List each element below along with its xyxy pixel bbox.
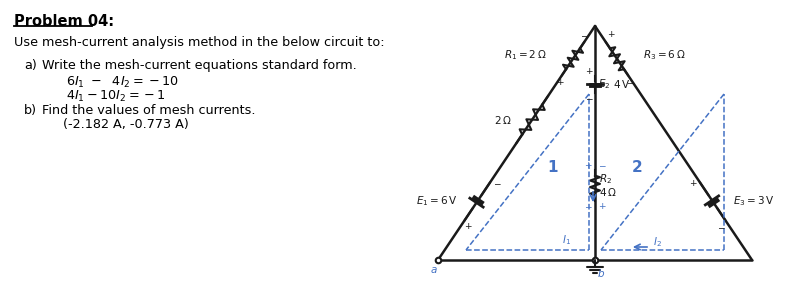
Text: $+$: $+$ xyxy=(606,30,615,39)
Text: $+$: $+$ xyxy=(584,160,592,170)
Text: $-$: $-$ xyxy=(626,78,634,87)
Text: $-$: $-$ xyxy=(598,161,606,170)
Text: $6I_1\ -\ \ 4I_2 = -10$: $6I_1\ -\ \ 4I_2 = -10$ xyxy=(66,75,179,90)
Text: $R_2$: $R_2$ xyxy=(599,173,612,187)
Text: $E_3 = 3\,\mathrm{V}$: $E_3 = 3\,\mathrm{V}$ xyxy=(733,195,775,208)
Text: b: b xyxy=(598,269,604,279)
Text: a): a) xyxy=(24,59,37,72)
Text: $4\,\Omega$: $4\,\Omega$ xyxy=(599,187,617,198)
Text: $+$: $+$ xyxy=(598,201,606,211)
Text: $-$: $-$ xyxy=(717,222,726,231)
Text: a: a xyxy=(431,265,437,275)
Text: 2: 2 xyxy=(632,161,642,176)
Text: $4\,\mathrm{V}$: $4\,\mathrm{V}$ xyxy=(613,78,630,91)
Text: b): b) xyxy=(24,104,37,117)
Text: Problem 04:: Problem 04: xyxy=(14,14,114,29)
Text: $R_1 = 2\,\Omega$: $R_1 = 2\,\Omega$ xyxy=(505,48,547,62)
Text: $+$: $+$ xyxy=(556,77,565,87)
Text: $E_2$: $E_2$ xyxy=(598,77,610,91)
Text: Write the mesh-current equations standard form.: Write the mesh-current equations standar… xyxy=(42,59,356,72)
Text: $-$: $-$ xyxy=(580,30,588,39)
Text: $I_2$: $I_2$ xyxy=(653,235,662,249)
Text: $4I_1 - 10I_2 = -1$: $4I_1 - 10I_2 = -1$ xyxy=(66,89,166,104)
Text: $-$: $-$ xyxy=(493,178,502,187)
Text: $2\,\Omega$: $2\,\Omega$ xyxy=(494,114,512,125)
Text: $-$: $-$ xyxy=(585,94,594,103)
Text: $I_1$: $I_1$ xyxy=(562,233,572,247)
Text: (-2.182 A, -0.773 A): (-2.182 A, -0.773 A) xyxy=(63,118,189,131)
Text: $+$: $+$ xyxy=(585,66,594,76)
Text: Find the values of mesh currents.: Find the values of mesh currents. xyxy=(42,104,256,117)
Text: $+$: $+$ xyxy=(465,221,473,231)
Text: $R_3 = 6\,\Omega$: $R_3 = 6\,\Omega$ xyxy=(643,48,686,62)
Text: $+$: $+$ xyxy=(689,178,698,188)
Text: Use mesh-current analysis method in the below circuit to:: Use mesh-current analysis method in the … xyxy=(14,36,384,49)
Text: 1: 1 xyxy=(548,161,558,176)
Text: $E_1 = 6\,\mathrm{V}$: $E_1 = 6\,\mathrm{V}$ xyxy=(416,195,457,208)
Text: $-$: $-$ xyxy=(584,201,592,210)
